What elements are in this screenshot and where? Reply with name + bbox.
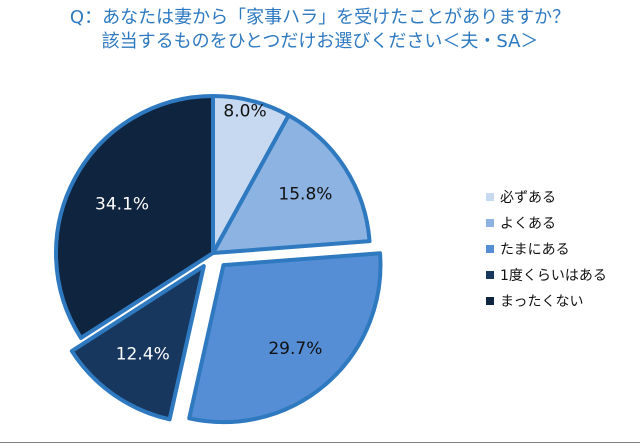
chart-title: Q：あなたは妻から「家事ハラ」を受けたことがありますか？ 該当するものをひとつだ… <box>0 6 640 54</box>
title-line-1: Q：あなたは妻から「家事ハラ」を受けたことがありますか？ <box>69 7 571 28</box>
legend-label: よくある <box>500 216 556 232</box>
legend-label: 必ずある <box>500 190 556 206</box>
legend-item-3: たまにある <box>486 236 607 262</box>
data-label-1: 8.0% <box>223 101 266 121</box>
data-label-3: 29.7% <box>268 339 322 359</box>
legend-item-2: よくある <box>486 210 607 236</box>
bottom-divider <box>0 442 640 443</box>
legend-swatch <box>486 297 494 305</box>
pie-slice-2 <box>211 113 372 255</box>
legend-swatch <box>486 193 494 201</box>
legend-swatch <box>486 245 494 253</box>
pie-slice-4 <box>69 264 206 422</box>
legend-item-5: まったくない <box>486 288 607 314</box>
title-line-2: 該当するものをひとつだけお選びください＜夫・SA＞ <box>101 31 539 52</box>
legend-item-4: 1度くらいはある <box>486 262 607 288</box>
legend-label: まったくない <box>500 294 584 310</box>
legend-item-1: 必ずある <box>486 184 607 210</box>
pie-slice-5 <box>54 94 215 340</box>
chart-legend: 必ずあるよくあるたまにある 1度くらいはある まったくない <box>486 184 607 314</box>
legend-swatch <box>486 219 494 227</box>
data-label-4: 12.4% <box>116 345 170 365</box>
legend-swatch <box>486 271 494 279</box>
data-label-2: 15.8% <box>278 185 332 205</box>
legend-label: たまにある <box>500 242 570 258</box>
pie-slice-3 <box>187 251 383 425</box>
data-label-5: 34.1% <box>95 194 149 214</box>
legend-label: 1度くらいはある <box>500 268 607 284</box>
